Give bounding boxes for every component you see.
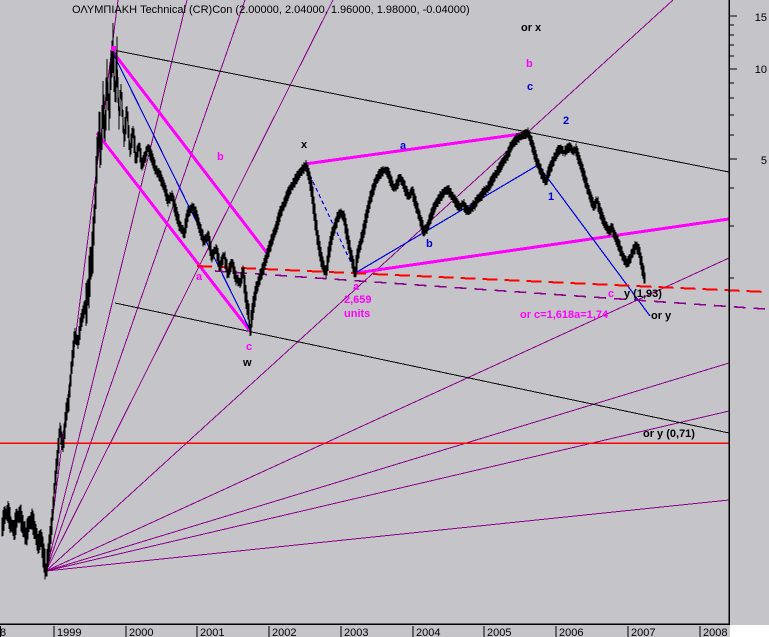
annotation-2-659[interactable]: 2,659 bbox=[344, 294, 372, 306]
fan-line[interactable] bbox=[45, 0, 674, 572]
annotation-or-c-1-618a-1-74[interactable]: or c=1,618a=1,74 bbox=[520, 309, 609, 321]
annotation-c[interactable]: c bbox=[608, 288, 614, 300]
fan-line[interactable] bbox=[45, 0, 246, 572]
price-series-group bbox=[1, 23, 646, 580]
black-trendline-upper[interactable] bbox=[112, 49, 730, 173]
annotation-y-1-93-[interactable]: y (1,93) bbox=[624, 288, 662, 300]
fan-line[interactable] bbox=[45, 257, 730, 572]
fan-lines-group bbox=[45, 0, 730, 572]
annotation-1[interactable]: 1 bbox=[548, 191, 554, 203]
x-axis-year-label: 2007 bbox=[631, 627, 655, 637]
x-axis-year-label: 2003 bbox=[344, 627, 368, 637]
fan-line[interactable] bbox=[45, 0, 334, 572]
annotation-b[interactable]: b bbox=[426, 238, 433, 250]
annotation-a[interactable]: a bbox=[353, 281, 360, 293]
fan-line[interactable] bbox=[45, 499, 730, 572]
red-dashed-target[interactable] bbox=[196, 265, 767, 293]
annotation-b[interactable]: b bbox=[217, 151, 224, 163]
annotation-a[interactable]: a bbox=[400, 140, 407, 152]
magenta-wedge-top[interactable] bbox=[304, 131, 529, 166]
y-axis-label: 15 bbox=[755, 12, 767, 24]
fan-line[interactable] bbox=[45, 362, 730, 572]
price-series-bars bbox=[1, 23, 646, 580]
x-axis-year-label: 2001 bbox=[200, 627, 224, 637]
purple-dashed-target[interactable] bbox=[214, 270, 766, 310]
x-axis-year-label: 2006 bbox=[559, 627, 583, 637]
black-trendline-lower[interactable] bbox=[114, 302, 730, 434]
annotation-or-y-0-71-[interactable]: or y (0,71) bbox=[643, 428, 695, 440]
x-axis-year-label: 8 bbox=[0, 627, 6, 637]
magenta-wedge-bottom[interactable] bbox=[355, 217, 730, 275]
x-axis-year-label: 2004 bbox=[416, 627, 440, 637]
trend-lines-group bbox=[0, 49, 767, 444]
trendline-handle[interactable] bbox=[111, 46, 116, 51]
chart-title: ΟΛΥΜΠΙΑΚΗ Technical (CR)Con (2.00000, 2.… bbox=[72, 4, 470, 16]
x-axis-year-label: 2008 bbox=[703, 627, 727, 637]
blue-wedge-rising[interactable] bbox=[356, 164, 539, 273]
x-axis-year-label: 1999 bbox=[57, 627, 81, 637]
annotation-w[interactable]: w bbox=[242, 357, 252, 369]
fan-line[interactable] bbox=[45, 0, 188, 572]
magenta-channel-lower[interactable] bbox=[95, 132, 252, 332]
annotation-or-x[interactable]: or x bbox=[521, 22, 542, 34]
blue-line-from-peak[interactable] bbox=[112, 52, 251, 331]
x-axis-year-label: 2000 bbox=[129, 627, 153, 637]
annotation-x[interactable]: x bbox=[301, 139, 308, 151]
annotation-c[interactable]: c bbox=[246, 341, 252, 353]
y-axis-label: 5 bbox=[761, 155, 767, 167]
magenta-channel-upper[interactable] bbox=[111, 51, 269, 254]
annotation-a[interactable]: a bbox=[196, 271, 203, 283]
y-axis-label: 10 bbox=[755, 64, 767, 76]
x-axis-year-label: 2005 bbox=[487, 627, 511, 637]
annotation-2[interactable]: 2 bbox=[563, 115, 569, 127]
fan-line[interactable] bbox=[45, 410, 730, 572]
annotation-c[interactable]: c bbox=[527, 81, 533, 93]
blue-dashed-x-to-a[interactable] bbox=[306, 168, 356, 272]
blue-wave1-decline[interactable] bbox=[537, 164, 651, 317]
annotation-or-y[interactable]: or y bbox=[651, 310, 672, 322]
annotation-units[interactable]: units bbox=[344, 308, 370, 320]
annotation-b[interactable]: b bbox=[526, 58, 533, 70]
x-axis-year-label: 2002 bbox=[272, 627, 296, 637]
axis-corner-block bbox=[730, 625, 769, 637]
